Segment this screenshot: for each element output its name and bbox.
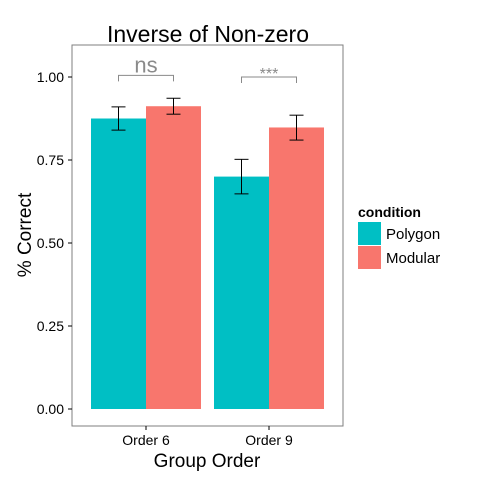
significance-bracket [241,76,297,83]
bar-modular [146,106,201,409]
legend-label: Modular [386,250,440,267]
y-tick-label: 0.00 [37,401,64,417]
bar-modular [269,127,324,410]
y-axis-title: % Correct [15,192,36,277]
y-tick-label: 0.25 [37,318,64,334]
legend-title: condition [358,204,421,220]
x-tick-label: Order 9 [245,432,293,448]
bar-polygon [91,118,146,409]
significance-annotations: ns *** [118,52,297,83]
bar-polygon [214,176,269,409]
y-tick-label: 0.75 [37,152,64,168]
legend-key-polygon [358,222,381,245]
legend-key-modular [358,246,381,269]
y-tick-label: 1.00 [37,69,64,85]
y-axis: 0.00 0.25 0.50 0.75 1.00 [37,69,72,417]
legend: condition Polygon Modular [358,204,440,269]
x-tick-label: Order 6 [122,432,170,448]
x-axis: Order 6 Order 9 [122,426,293,448]
significance-label: *** [260,66,279,83]
significance-bracket [118,74,174,82]
error-bars [111,97,304,195]
chart-title: Inverse of Non-zero [107,21,309,47]
bars [91,106,324,410]
y-tick-label: 0.50 [37,235,64,251]
x-axis-title: Group Order [154,451,261,472]
significance-label: ns [134,52,157,77]
legend-label: Polygon [386,226,440,243]
